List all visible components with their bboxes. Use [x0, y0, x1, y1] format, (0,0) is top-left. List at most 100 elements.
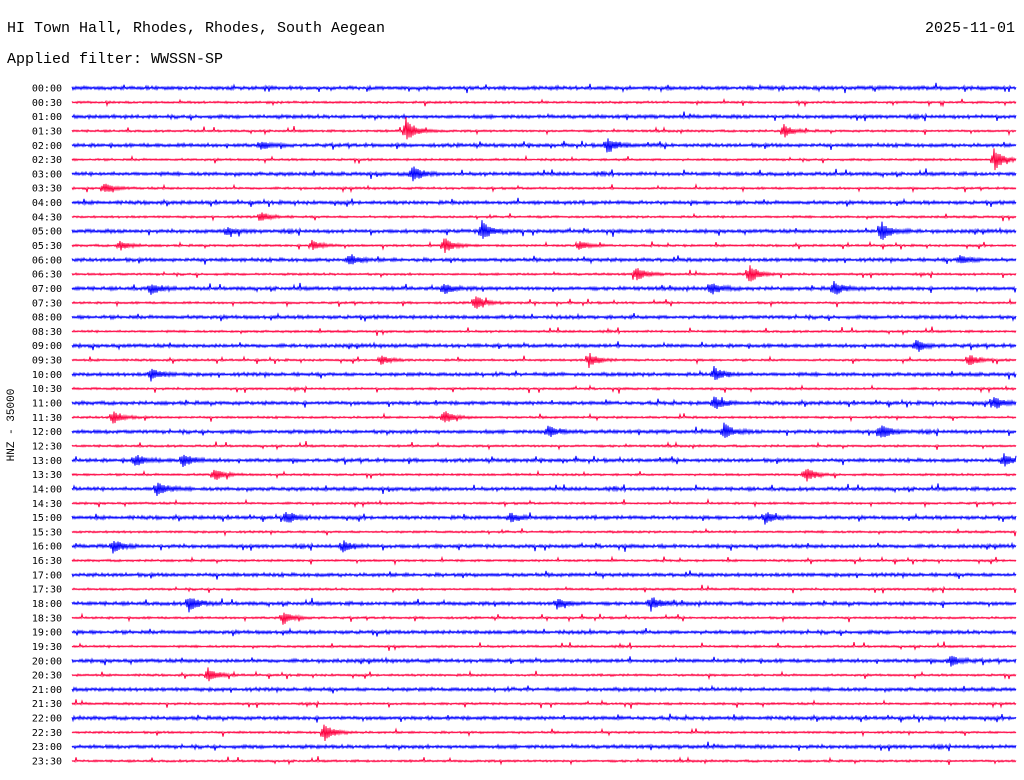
row-time-label: 13:30 — [32, 470, 62, 481]
row-time-label: 20:30 — [32, 671, 62, 682]
trace-row-0030 — [71, 97, 1017, 108]
trace-row-0100 — [71, 111, 1017, 122]
row-time-label: 14:00 — [32, 484, 62, 495]
trace-row-2000 — [71, 655, 1017, 667]
row-time-label: 03:30 — [32, 184, 62, 195]
row-time-label: 00:30 — [32, 98, 62, 109]
trace-row-0530 — [71, 238, 1017, 254]
trace-row-0630 — [71, 265, 1017, 282]
row-time-label: 00:00 — [32, 84, 62, 95]
row-time-label: 12:30 — [32, 441, 62, 452]
row-time-label: 19:30 — [32, 642, 62, 653]
trace-row-2100 — [71, 684, 1017, 694]
row-time-label: 16:30 — [32, 556, 62, 567]
row-time-label: 16:00 — [32, 542, 62, 553]
trace-row-2130 — [71, 699, 1017, 709]
trace-row-1200 — [71, 422, 1017, 438]
row-time-label: 22:00 — [32, 714, 62, 725]
row-time-label: 11:00 — [32, 399, 62, 410]
applied-filter: Applied filter: WWSSN-SP — [7, 51, 224, 68]
trace-row-1930 — [71, 641, 1017, 651]
trace-row-1500 — [71, 511, 1017, 525]
row-time-label: 15:30 — [32, 527, 62, 538]
row-time-label: 09:30 — [32, 356, 62, 367]
trace-row-1630 — [71, 555, 1017, 566]
trace-row-1100 — [71, 396, 1017, 409]
trace-row-1400 — [71, 482, 1017, 496]
trace-row-0930 — [71, 352, 1017, 369]
row-time-label: 19:00 — [32, 628, 62, 639]
row-time-label: 21:00 — [32, 685, 62, 696]
trace-row-0000 — [71, 82, 1017, 94]
trace-row-0230 — [71, 148, 1017, 171]
trace-row-1030 — [71, 384, 1017, 394]
trace-row-2200 — [71, 713, 1017, 723]
trace-row-1230 — [71, 441, 1017, 451]
trace-row-0730 — [71, 296, 1017, 309]
trace-row-1700 — [71, 570, 1017, 580]
station-title: HI Town Hall, Rhodes, Rhodes, South Aege… — [7, 20, 386, 37]
trace-row-0830 — [71, 326, 1017, 336]
row-time-label: 08:00 — [32, 313, 62, 324]
row-time-label: 09:00 — [32, 341, 62, 352]
row-time-label: 15:00 — [32, 513, 62, 524]
trace-row-2330 — [71, 756, 1017, 766]
trace-row-0800 — [71, 312, 1017, 322]
row-time-label: 18:30 — [32, 613, 62, 624]
row-time-label: 06:30 — [32, 270, 62, 281]
row-time-label: 02:00 — [32, 141, 62, 152]
trace-row-1330 — [71, 468, 1017, 482]
row-time-label: 10:00 — [32, 370, 62, 381]
row-time-label: 03:00 — [32, 169, 62, 180]
trace-row-2030 — [71, 667, 1017, 682]
trace-row-0500 — [71, 220, 1017, 240]
row-time-label: 12:00 — [32, 427, 62, 438]
row-time-label: 01:00 — [32, 112, 62, 123]
trace-row-0900 — [71, 340, 1017, 352]
trace-row-2230 — [71, 724, 1017, 742]
row-time-label: 05:00 — [32, 227, 62, 238]
trace-row-1600 — [71, 540, 1017, 554]
row-time-label: 20:00 — [32, 656, 62, 667]
row-time-label: 23:00 — [32, 742, 62, 753]
row-time-label: 10:30 — [32, 384, 62, 395]
trace-row-1530 — [71, 527, 1017, 537]
row-time-label: 14:30 — [32, 499, 62, 510]
trace-row-0600 — [71, 254, 1017, 265]
row-time-label: 07:30 — [32, 298, 62, 309]
row-time-label: 05:30 — [32, 241, 62, 252]
trace-row-0330 — [71, 183, 1017, 194]
row-time-label: 18:00 — [32, 599, 62, 610]
row-time-label: 08:30 — [32, 327, 62, 338]
row-time-label: 07:00 — [32, 284, 62, 295]
record-date: 2025-11-01 — [924, 20, 1015, 37]
row-time-label: 04:00 — [32, 198, 62, 209]
trace-row-1830 — [71, 612, 1017, 625]
row-time-label: 21:30 — [32, 699, 62, 710]
row-time-label: 01:30 — [32, 126, 62, 137]
trace-row-1430 — [71, 498, 1017, 509]
row-time-label: 11:30 — [32, 413, 62, 424]
trace-row-0400 — [71, 197, 1017, 207]
trace-row-0430 — [71, 212, 1017, 222]
row-time-label: 13:00 — [32, 456, 62, 467]
trace-row-1130 — [71, 411, 1017, 424]
trace-row-2300 — [71, 741, 1017, 752]
row-time-label: 22:30 — [32, 728, 62, 739]
trace-row-1900 — [71, 627, 1017, 637]
row-time-label: 02:30 — [32, 155, 62, 166]
trace-row-1000 — [71, 365, 1017, 382]
trace-row-0700 — [71, 280, 1017, 295]
trace-row-0300 — [71, 166, 1017, 182]
row-time-label: 04:30 — [32, 212, 62, 223]
row-time-label: 23:30 — [32, 757, 62, 768]
trace-row-1800 — [71, 597, 1017, 613]
row-time-label: 06:00 — [32, 255, 62, 266]
trace-row-1730 — [71, 584, 1017, 594]
trace-row-0200 — [71, 138, 1017, 153]
trace-row-1300 — [71, 453, 1017, 468]
row-time-label: 17:00 — [32, 570, 62, 581]
row-time-label: 17:30 — [32, 585, 62, 596]
trace-row-0130 — [71, 117, 1017, 140]
